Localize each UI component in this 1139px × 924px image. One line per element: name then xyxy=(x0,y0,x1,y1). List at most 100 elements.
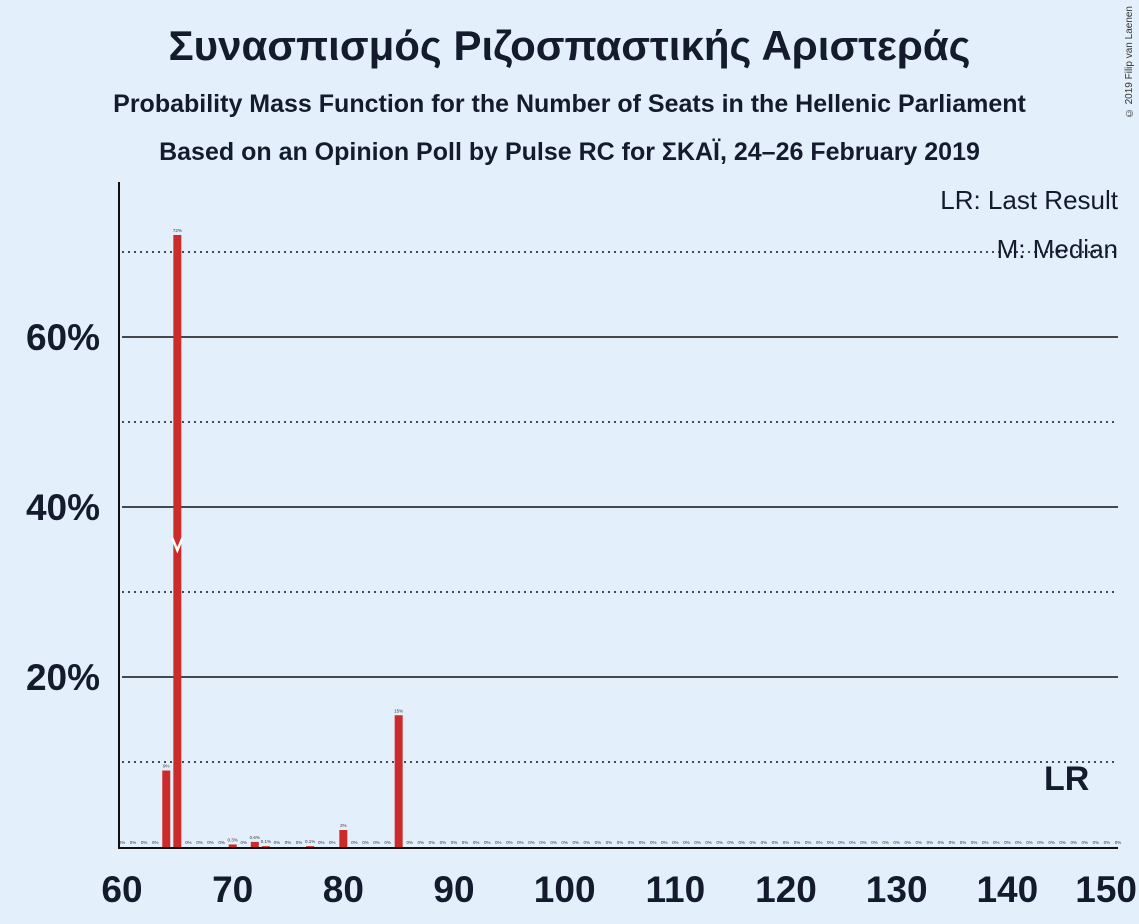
bar-label-seat-132: 0% xyxy=(916,840,923,845)
bar-label-seat-137: 0% xyxy=(971,840,978,845)
x-tick-label: 130 xyxy=(866,869,928,910)
bar-label-seat-105: 0% xyxy=(617,840,624,845)
bar-label-seat-94: 0% xyxy=(495,840,502,845)
bar-seat-80 xyxy=(339,830,348,847)
x-tick-label: 140 xyxy=(976,869,1038,910)
bar-label-seat-65: 72% xyxy=(173,228,182,233)
bar-label-seat-86: 0% xyxy=(406,840,413,845)
bar-label-seat-141: 0% xyxy=(1015,840,1022,845)
bar-label-seat-63: 0% xyxy=(152,840,159,845)
bar-label-seat-135: 0% xyxy=(949,840,956,845)
x-tick-label: 150 xyxy=(1075,869,1137,910)
bar-label-seat-81: 0% xyxy=(351,840,358,845)
bar-label-seat-85: 15% xyxy=(394,708,403,713)
bar-label-seat-99: 0% xyxy=(550,840,557,845)
bar-label-seat-107: 0% xyxy=(639,840,646,845)
bar-label-seat-106: 0% xyxy=(628,840,635,845)
bar-label-seat-117: 0% xyxy=(750,840,757,845)
bar-label-seat-108: 0% xyxy=(650,840,657,845)
bar-label-seat-61: 0% xyxy=(130,840,137,845)
y-tick-label: 60% xyxy=(26,317,100,358)
bar-label-seat-104: 0% xyxy=(606,840,613,845)
bar-label-seat-78: 0% xyxy=(318,840,325,845)
bar-label-seat-112: 0% xyxy=(694,840,701,845)
bar-label-seat-79: 0% xyxy=(329,840,336,845)
bar-label-seat-71: 0% xyxy=(240,840,247,845)
x-tick-label: 70 xyxy=(212,869,253,910)
bar-label-seat-91: 0% xyxy=(462,840,469,845)
bar-label-seat-136: 0% xyxy=(960,840,967,845)
bar-label-seat-64: 9% xyxy=(163,764,170,769)
bar-label-seat-98: 0% xyxy=(539,840,546,845)
y-tick-label: 20% xyxy=(26,657,100,698)
bar-label-seat-111: 0% xyxy=(683,840,690,845)
bar-seat-65 xyxy=(173,235,182,847)
bar-label-seat-119: 0% xyxy=(772,840,779,845)
bar-seat-64 xyxy=(162,770,171,847)
bar-label-seat-84: 0% xyxy=(384,840,391,845)
bar-seat-72 xyxy=(250,841,259,847)
bar-label-seat-149: 0% xyxy=(1104,840,1111,845)
bar-label-seat-114: 0% xyxy=(716,840,723,845)
x-tick-label: 100 xyxy=(534,869,596,910)
bar-label-seat-95: 0% xyxy=(506,840,513,845)
bar-seat-73 xyxy=(261,846,270,847)
bar-label-seat-96: 0% xyxy=(517,840,524,845)
bar-label-seat-122: 0% xyxy=(805,840,812,845)
bar-label-seat-70: 0.3% xyxy=(228,837,238,842)
axes: 60 70 80 90 100 110 120 130 140 150 xyxy=(101,182,1137,910)
bar-label-seat-97: 0% xyxy=(528,840,535,845)
bar-label-seat-144: 0% xyxy=(1048,840,1055,845)
bar-label-seat-145: 0% xyxy=(1059,840,1066,845)
chart-subtitle-poll: Based on an Opinion Poll by Pulse RC for… xyxy=(159,138,980,166)
bar-label-seat-131: 0% xyxy=(904,840,911,845)
x-tick-label: 90 xyxy=(433,869,474,910)
bar-label-seat-93: 0% xyxy=(484,840,491,845)
bar-seat-70 xyxy=(228,844,237,847)
bar-label-seat-68: 0% xyxy=(207,840,214,845)
bar-label-seat-125: 0% xyxy=(838,840,845,845)
bar-label-seat-83: 0% xyxy=(373,840,380,845)
bar-label-seat-143: 0% xyxy=(1037,840,1044,845)
bar-label-seat-110: 0% xyxy=(672,840,679,845)
bar-label-seat-89: 0% xyxy=(440,840,447,845)
bar-label-seat-90: 0% xyxy=(451,840,458,845)
grid-lines: 20% 40% 60% xyxy=(26,251,1118,763)
bar-label-seat-150: 0% xyxy=(1115,840,1122,845)
x-tick-label: 110 xyxy=(645,869,705,910)
bar-label-seat-140: 0% xyxy=(1004,840,1011,845)
bar-label-seat-62: 0% xyxy=(141,840,148,845)
bar-label-seat-109: 0% xyxy=(661,840,668,845)
x-tick-label: 60 xyxy=(101,869,142,910)
bar-seat-85 xyxy=(394,715,403,847)
last-result-marker: LR xyxy=(1044,760,1089,798)
bar-label-seat-148: 0% xyxy=(1093,840,1100,845)
bar-label-seat-116: 0% xyxy=(738,840,745,845)
bar-label-seat-147: 0% xyxy=(1082,840,1089,845)
bar-label-seat-72: 0.6% xyxy=(250,835,260,840)
bar-label-seat-66: 0% xyxy=(185,840,192,845)
bar-label-seat-146: 0% xyxy=(1070,840,1077,845)
bar-label-seat-128: 0% xyxy=(871,840,878,845)
bar-label-seat-75: 0% xyxy=(285,840,292,845)
bar-seat-77 xyxy=(306,846,315,847)
bar-label-seat-115: 0% xyxy=(727,840,734,845)
bar-label-seat-74: 0% xyxy=(274,840,281,845)
bar-label-seat-82: 0% xyxy=(362,840,369,845)
bar-label-seat-142: 0% xyxy=(1026,840,1033,845)
bar-label-seat-101: 0% xyxy=(572,840,579,845)
bar-label-group: 0% 0% 0% 0%9%72%0% 0% 0% 0%0.3%0%0.6%0.1% 0% 0% 0… xyxy=(119,228,1122,845)
chart-subtitle: Probability Mass Function for the Number… xyxy=(113,90,1026,118)
bar-label-seat-139: 0% xyxy=(993,840,1000,845)
median-marker xyxy=(171,537,184,554)
bar-label-seat-121: 0% xyxy=(794,840,801,845)
bar-label-seat-120: 0% xyxy=(783,840,790,845)
bar-label-seat-87: 0% xyxy=(418,840,425,845)
bar-label-seat-130: 0% xyxy=(893,840,900,845)
bar-series xyxy=(162,235,403,847)
legend-median: M: Median xyxy=(997,234,1118,264)
bar-label-seat-134: 0% xyxy=(938,840,945,845)
legend-last-result: LR: Last Result xyxy=(940,185,1119,215)
bar-label-seat-92: 0% xyxy=(473,840,480,845)
bar-label-seat-67: 0% xyxy=(196,840,203,845)
